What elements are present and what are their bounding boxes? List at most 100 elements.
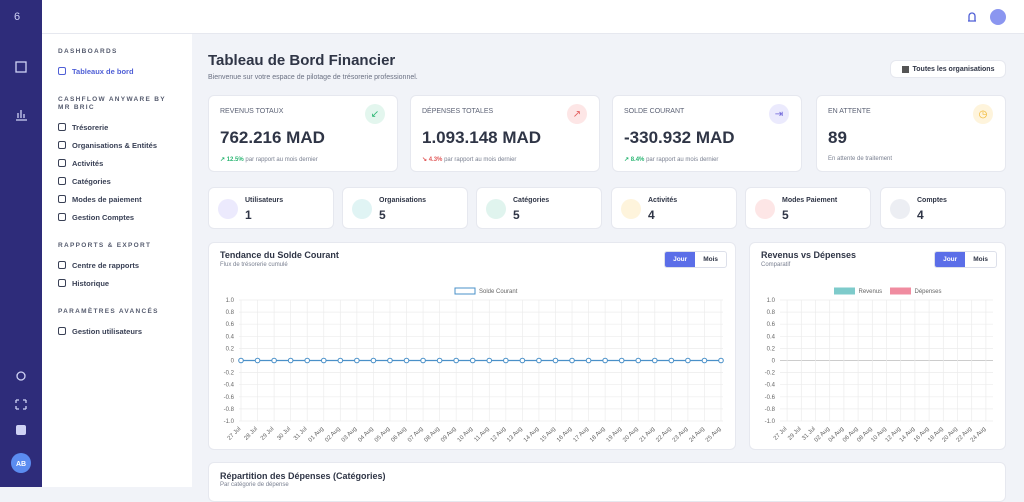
stat-card: Modes Paiement 5 [745, 187, 871, 229]
kpi-label: EN ATTENTE [828, 108, 871, 115]
x-tick-label: 24 Aug [970, 426, 987, 443]
x-tick-label: 29 Jul [787, 426, 803, 442]
x-tick-label: 17 Aug [573, 426, 590, 443]
y-tick-label: -0.6 [765, 395, 776, 401]
dashboard-icon[interactable] [15, 61, 27, 73]
kpi-note: ↗ 12.5% par rapport au mois dernier [220, 156, 318, 163]
kpi-icon: ↗ [567, 104, 587, 124]
kpi-label: SOLDE COURANT [624, 108, 685, 115]
chart-icon[interactable] [16, 110, 27, 121]
x-tick-label: 06 Aug [390, 426, 407, 443]
fullscreen-icon[interactable] [15, 399, 27, 410]
point [271, 357, 277, 364]
stat-card: Comptes 4 [880, 187, 1006, 229]
stat-icon [218, 199, 238, 219]
close-icon[interactable] [16, 425, 26, 435]
point [320, 357, 327, 364]
point [238, 357, 244, 364]
kpi-value: 1.093.148 MAD [422, 128, 542, 147]
kpi-value: 762.216 MAD [220, 128, 325, 147]
stat-icon [890, 199, 910, 219]
chart: 1.0 0.8 0.6 0.4 0.2 0 -0.2 -0.4 -0.6 -0.8 -1.027 J… [224, 287, 724, 444]
menu-item[interactable]: Gestion Comptes [58, 208, 192, 226]
point [403, 357, 410, 364]
legend-swatch [890, 287, 911, 295]
y-tick-label: 0.8 [226, 310, 235, 316]
kpi-note-text: En attente de traitement [828, 156, 893, 162]
y-tick-label: 0.4 [767, 334, 776, 340]
legend-label: Solde Courant [479, 289, 518, 295]
toggle-button[interactable]: Mois [703, 256, 718, 263]
point [420, 357, 426, 364]
point [536, 357, 542, 364]
toggle-button[interactable]: Mois [973, 256, 988, 263]
y-tick-label: 0.6 [767, 322, 776, 328]
y-tick-label: -0.6 [224, 395, 235, 401]
y-tick-label: 0.4 [226, 334, 235, 340]
chart-subtitle: Comparatif [761, 262, 791, 268]
point [701, 357, 708, 364]
kpi-note: ↘ 4.3% par rapport au mois dernier [422, 156, 516, 163]
menu-item[interactable]: Tableaux de bord [58, 62, 192, 80]
x-tick-label: 20 Aug [622, 426, 639, 443]
chart-title: Tendance du Solde Courant [220, 250, 339, 260]
menu-label: Catégories [72, 176, 111, 186]
section-title: PARAMÈTRES AVANCÉS [58, 308, 159, 315]
x-tick-label: 15 Aug [539, 426, 556, 443]
settings-icon[interactable] [16, 371, 26, 381]
y-tick-label: -0.8 [224, 407, 235, 413]
menu-item[interactable]: Historique [58, 274, 192, 292]
stat-value: 1 [245, 208, 252, 222]
point [453, 357, 459, 364]
kpi-icon: ⇥ [769, 104, 789, 124]
menu-item[interactable]: Trésorerie [58, 118, 192, 136]
menu-label: Organisations & Entités [72, 140, 158, 150]
toggle-button[interactable]: Jour [665, 252, 696, 267]
avatar[interactable] [11, 453, 31, 473]
section-title: RAPPORTS & EXPORT [58, 242, 152, 249]
chart-card: Tendance du Solde Courant Flux de trésore… [208, 242, 736, 450]
point [354, 357, 360, 364]
kpi-icon: ↙ [365, 104, 385, 124]
menu-item[interactable]: Gestion utilisateurs [58, 322, 192, 340]
x-tick-label: 31 Jul [293, 426, 309, 442]
point [304, 357, 311, 364]
legend-swatch [454, 287, 476, 295]
bell-icon[interactable] [968, 12, 976, 22]
x-tick-label: 02 Aug [324, 426, 341, 443]
menu-section: RAPPORTS & EXPORT Centre de rapports Histo… [58, 242, 192, 292]
x-tick-label: 09 Aug [440, 426, 457, 443]
menu-item[interactable]: Catégories [58, 172, 192, 190]
kpi-label: REVENUS TOTAUX [220, 108, 284, 115]
point [602, 357, 608, 364]
toggle-button[interactable]: Jour [935, 252, 966, 267]
kpi-note: ↗ 8.4% par rapport au mois dernier [624, 156, 718, 163]
menu-item[interactable]: Modes de paiement [58, 190, 192, 208]
menu-icon [58, 123, 66, 131]
point [618, 357, 625, 364]
kpi-value: 89 [828, 128, 847, 147]
x-tick-label: 04 Aug [357, 426, 374, 443]
logo: 6 [14, 11, 20, 23]
stat-label: Activités [648, 197, 678, 204]
menu-item[interactable]: Organisations & Entités [58, 136, 192, 154]
kpi-card: REVENUS TOTAUX 762.216 MAD ↙ ↗ 12.5% par ra… [208, 95, 398, 172]
y-tick-label: -1.0 [224, 419, 235, 425]
x-tick-label: 25 Aug [705, 426, 722, 443]
user-avatar[interactable] [990, 9, 1006, 25]
menu-label: Historique [72, 278, 110, 288]
point [387, 357, 393, 364]
menu-label: Gestion utilisateurs [72, 326, 143, 336]
menu-icon [58, 261, 66, 269]
point [651, 357, 658, 364]
menu-item[interactable]: Centre de rapports [58, 256, 192, 274]
menu-item[interactable]: Activités [58, 154, 192, 172]
kpi-note: En attente de traitement [828, 156, 892, 162]
menu-label: Trésorerie [72, 122, 109, 132]
x-tick-label: 16 Aug [556, 426, 573, 443]
menu-section: DASHBOARDS Tableaux de bord [58, 48, 192, 80]
rail-icons: 6 AB [11, 11, 31, 473]
org-button[interactable]: Toutes les organisations [890, 60, 1006, 78]
legend-label: Revenus [859, 289, 883, 295]
topbar [42, 0, 1024, 34]
